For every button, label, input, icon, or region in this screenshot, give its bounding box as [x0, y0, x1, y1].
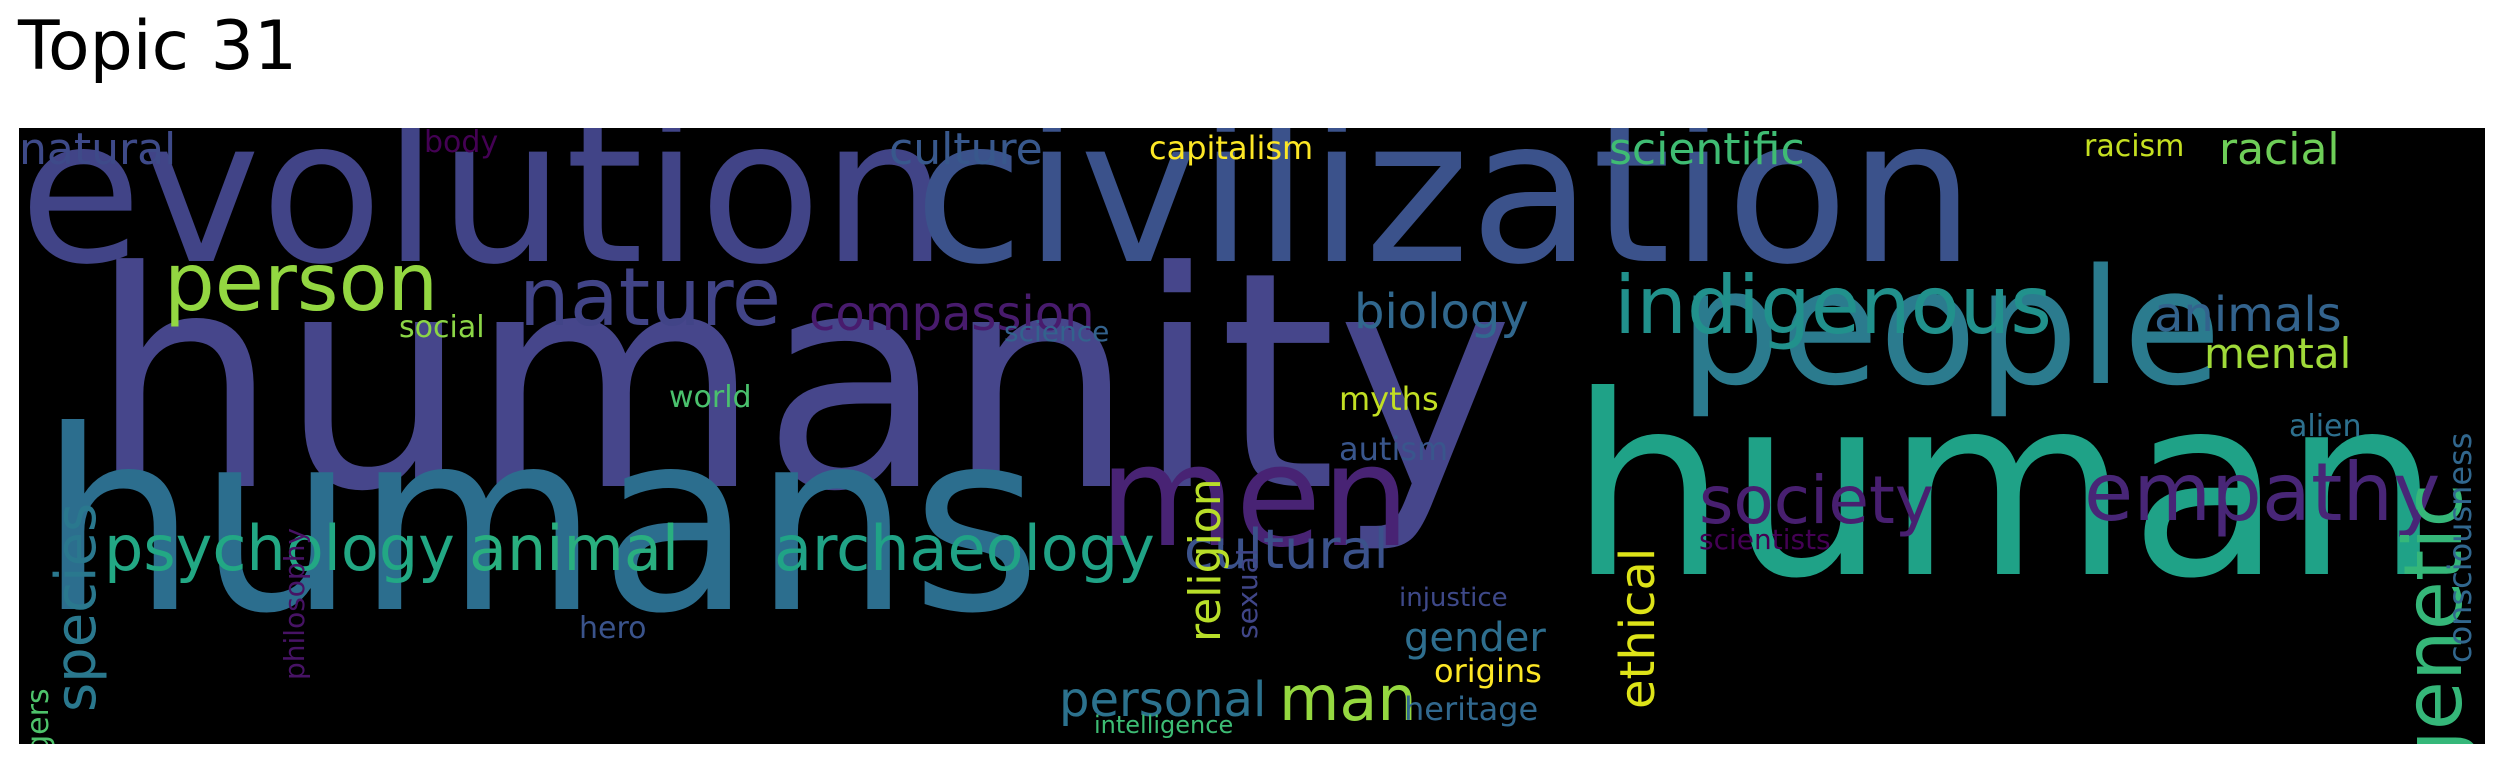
word-mental: mental — [2204, 329, 2352, 378]
word-body: body — [424, 128, 499, 160]
word-myths: myths — [1339, 380, 1439, 418]
word-philosophy: philosophy — [278, 527, 311, 680]
word-empathy: empathy — [2084, 446, 2441, 539]
word-people: people — [1679, 234, 2222, 421]
word-ethical: ethical — [1610, 547, 1666, 709]
word-animals: animals — [2154, 287, 2342, 343]
word-origins: origins — [1434, 652, 1542, 690]
word-culture: culture — [889, 128, 1043, 175]
word-cloud: humanity human humans evolution civilization… — [19, 128, 2485, 744]
word-natural: natural — [19, 128, 177, 175]
word-consciousness: consciousness — [2441, 432, 2479, 663]
word-psychology: psychology — [104, 512, 455, 585]
page-title: Topic 31 — [18, 7, 298, 86]
word-injustice: injustice — [1399, 583, 1508, 613]
word-autism: autism — [1339, 430, 1449, 468]
word-person: person — [164, 236, 439, 329]
word-scientific: scientific — [1609, 128, 1805, 175]
word-humans: humans — [39, 377, 1042, 668]
word-society: society — [1699, 462, 1934, 539]
word-alien: alien — [2289, 409, 2362, 444]
word-religion: religion — [1180, 478, 1231, 642]
word-strangers: strangers — [21, 688, 56, 744]
word-heritage: heritage — [1404, 690, 1539, 728]
word-archaeology: archaeology — [774, 512, 1155, 585]
word-sexual: sexual — [1231, 548, 1264, 639]
word-civilization: civilization — [914, 128, 1976, 309]
word-cultural: cultural — [1184, 518, 1389, 581]
word-racism: racism — [2084, 129, 2185, 164]
word-scientists: scientists — [1699, 523, 1831, 556]
word-social: social — [399, 310, 485, 345]
word-biology: biology — [1354, 284, 1529, 340]
word-capitalism: capitalism — [1149, 129, 1314, 167]
word-compassion: compassion — [809, 286, 1095, 342]
word-gender: gender — [1404, 615, 1546, 661]
word-intelligence: intelligence — [1094, 711, 1234, 739]
word-hero: hero — [579, 611, 647, 646]
word-world: world — [669, 380, 752, 415]
word-indigenous: indigenous — [1614, 259, 2052, 352]
word-nature: nature — [519, 251, 782, 344]
word-men: men — [1099, 416, 1411, 579]
word-racial: racial — [2219, 128, 2340, 175]
word-personal: personal — [1059, 672, 1267, 728]
word-man: man — [1279, 662, 1417, 735]
word-evolution: evolution — [19, 128, 949, 309]
word-human: human — [1569, 342, 2442, 633]
word-science: science — [1004, 315, 1110, 348]
word-humanity: humanity — [89, 208, 1514, 557]
word-animal: animal — [469, 512, 680, 585]
word-species: species — [44, 502, 109, 712]
